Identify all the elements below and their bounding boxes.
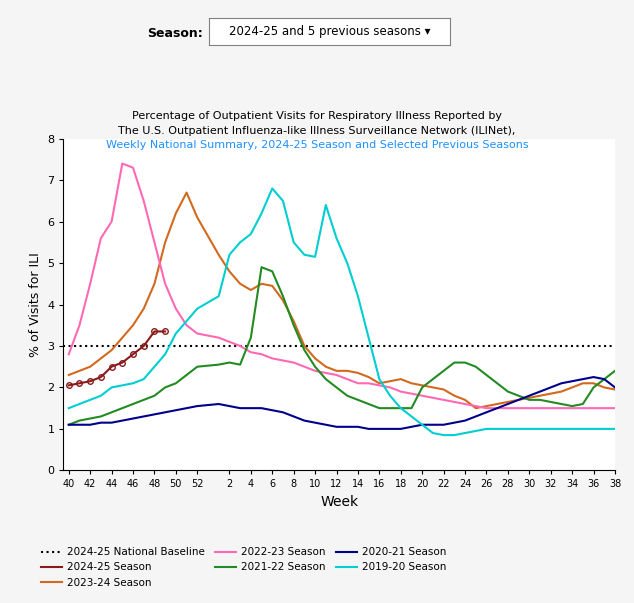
Legend: 2024-25 National Baseline, 2024-25 Season, 2023-24 Season, 2022-23 Season, 2021-: 2024-25 National Baseline, 2024-25 Seaso… (37, 543, 451, 592)
Text: Percentage of Outpatient Visits for Respiratory Illness Reported by: Percentage of Outpatient Visits for Resp… (132, 110, 502, 121)
Text: Weekly National Summary, 2024-25 Season and Selected Previous Seasons: Weekly National Summary, 2024-25 Season … (106, 139, 528, 150)
X-axis label: Week: Week (320, 495, 358, 509)
Y-axis label: % of Visits for ILI: % of Visits for ILI (29, 252, 42, 357)
Text: 2024-25 and 5 previous seasons ▾: 2024-25 and 5 previous seasons ▾ (229, 25, 430, 38)
Text: Season:: Season: (147, 27, 203, 40)
Text: The U.S. Outpatient Influenza-like Illness Surveillance Network (ILINet),: The U.S. Outpatient Influenza-like Illne… (119, 125, 515, 136)
